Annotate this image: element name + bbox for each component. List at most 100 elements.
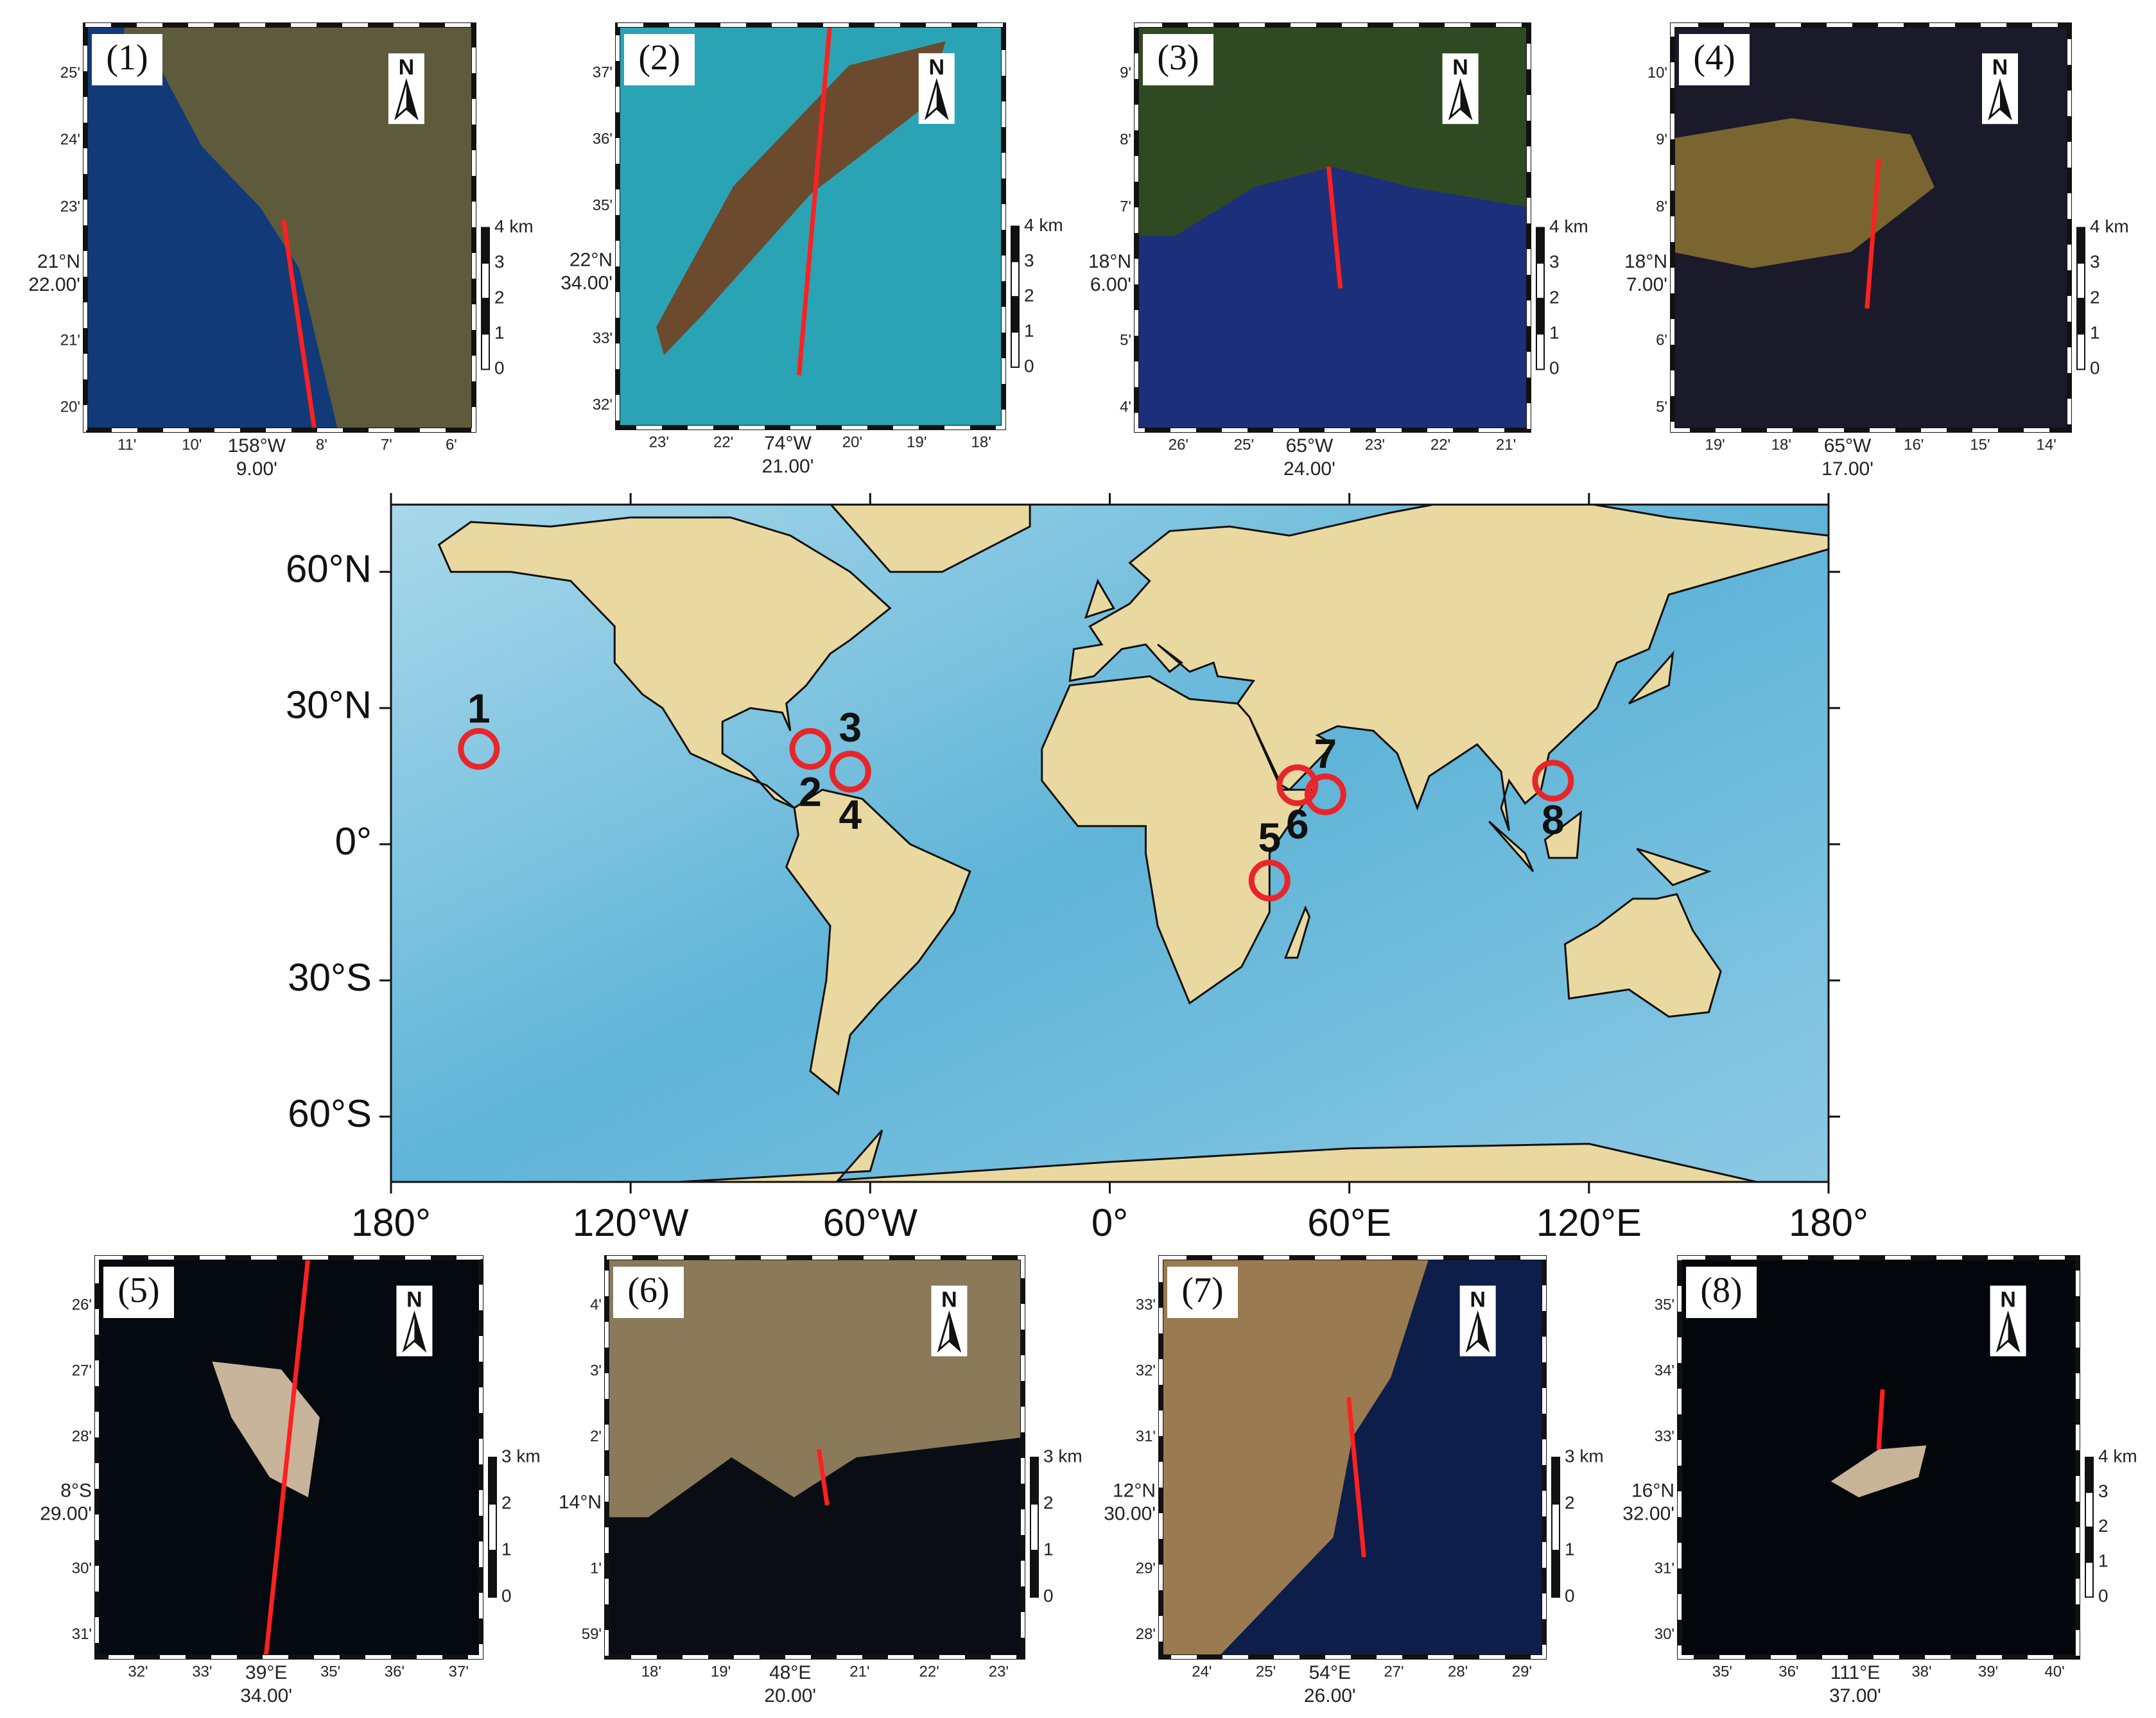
y-tick-label: 35': [593, 196, 613, 214]
x-tick-label: 37': [449, 1663, 469, 1680]
y-tick-label: 30': [1655, 1626, 1674, 1643]
panel-frame-dash: [83, 23, 476, 432]
x-tick-label: 23': [1365, 436, 1385, 453]
scale-label: 1: [501, 1540, 512, 1559]
y-tick-label: 29': [1136, 1560, 1156, 1577]
land: [1488, 820, 1534, 872]
label-box: [1167, 1267, 1238, 1318]
center-lon: 37.00': [1829, 1685, 1881, 1706]
center-lat: 16°N: [1631, 1480, 1674, 1501]
center-lon: 158°W: [228, 435, 286, 456]
inset-panel: (7) N 33' 32' 31' 29' 28' 24' 25' 27' 28' 29' 12°N30…: [1104, 1255, 1604, 1706]
scale-segment: [1011, 331, 1020, 368]
x-tick-label: 18': [971, 433, 991, 451]
scale-label: 3 km: [501, 1446, 541, 1466]
panel-frame-dash: [1678, 1256, 2080, 1659]
scale-label: 4 km: [2098, 1446, 2137, 1466]
north-label: N: [941, 1288, 957, 1312]
lat-label: 60°N: [286, 548, 372, 591]
land-area: [1161, 1258, 1429, 1657]
y-tick-label: 31': [1136, 1428, 1156, 1445]
label-box: [103, 1267, 174, 1318]
scale-segment: [1551, 1457, 1560, 1505]
lon-label: 120°E: [1536, 1201, 1642, 1244]
x-tick-label: 26': [1169, 436, 1188, 453]
north-label: N: [406, 1288, 422, 1312]
transect: [796, 24, 833, 376]
center-lon: 74°W: [764, 433, 812, 454]
panel-label: (4): [1693, 38, 1735, 78]
scale-segment: [1030, 1457, 1039, 1505]
y-tick-label: 9': [1120, 64, 1131, 82]
north-arrow-fill: [2000, 82, 2011, 118]
scale-segment: [2085, 1457, 2094, 1493]
center-lat: 34.00': [561, 273, 613, 294]
x-tick-label: 8': [316, 436, 327, 453]
x-tick-label: 19': [1705, 436, 1725, 453]
scale-segment: [2076, 227, 2085, 264]
scale-label: 2: [2098, 1516, 2108, 1536]
center-lon: 20.00': [764, 1685, 816, 1706]
north-arrow-fill: [406, 82, 417, 118]
center-lon: 39°E: [245, 1662, 287, 1683]
north-label: N: [928, 55, 944, 80]
x-tick-label: 33': [192, 1663, 212, 1680]
inset-panel: (6) N4'3'2'1'59'18' 19' 21' 22' 23'14°N48°E20…: [559, 1255, 1082, 1706]
scale-label: 4 km: [1549, 216, 1588, 236]
lon-label: 60°W: [823, 1201, 918, 1244]
center-lat: 22.00': [28, 274, 80, 295]
center-lon: 111°E: [1830, 1662, 1881, 1683]
scale-segment: [1536, 297, 1545, 335]
scale-segment: [2085, 1526, 2094, 1563]
site-label: 7: [1314, 731, 1337, 777]
x-tick-label: 18': [1771, 436, 1791, 453]
x-tick-label: 39': [1978, 1663, 1998, 1680]
y-tick-label: 34': [1655, 1362, 1674, 1380]
scale-segment: [1011, 261, 1020, 298]
inset-panel: (2) N37'36'35'33'32'23' 22' 20' 19' 18'22°N34…: [561, 22, 1063, 477]
y-tick-label: 59': [582, 1626, 602, 1643]
center-lon: 34.00': [240, 1685, 292, 1706]
scale-label: 2: [501, 1493, 512, 1513]
scale-label: 3: [2090, 252, 2100, 272]
scale-label: 3 km: [1565, 1446, 1604, 1466]
center-lon: 9.00': [236, 458, 277, 480]
y-tick-label: 5': [1656, 399, 1667, 416]
y-tick-label: 9': [1656, 131, 1667, 148]
scale-label: 0: [1549, 358, 1560, 378]
panel-label: (2): [638, 38, 680, 78]
inset-panel: (8) N35'34'33'31'30'35' 36' 38' 39' 40'16°N32…: [1622, 1255, 2137, 1706]
site-marker: [1276, 764, 1319, 806]
land: [785, 788, 971, 1096]
x-tick-label: 18': [641, 1663, 661, 1680]
label-box: [1686, 1267, 1757, 1318]
site-label: 2: [799, 768, 822, 815]
scale-segment: [488, 1503, 497, 1552]
center-lat: 7.00': [1626, 274, 1667, 295]
land: [437, 516, 892, 809]
transect: [1326, 166, 1343, 289]
north-arrow-fill: [1477, 1314, 1488, 1350]
transect: [1876, 1389, 1885, 1450]
scale-label: 2: [494, 287, 505, 307]
x-tick-label: 36': [385, 1663, 404, 1680]
panel-frame-dash: [95, 1256, 483, 1659]
center-lon: 65°W: [1824, 435, 1872, 456]
site-marker: [789, 728, 831, 770]
y-tick-label: 28': [1136, 1626, 1156, 1643]
center-lat: 12°N: [1113, 1480, 1156, 1501]
scale-label: 1: [1024, 320, 1034, 340]
lon-label: 120°W: [573, 1201, 689, 1244]
center-lat: 21°N: [37, 251, 80, 272]
x-tick-label: 11': [117, 436, 137, 453]
x-tick-label: 20': [842, 433, 862, 451]
scale-label: 4 km: [1024, 215, 1063, 235]
x-tick-label: 10': [182, 436, 202, 453]
center-lat: 32.00': [1622, 1503, 1674, 1524]
y-tick-label: 32': [1136, 1362, 1156, 1380]
scale-label: 4 km: [2090, 216, 2129, 236]
scale-segment: [1011, 296, 1020, 333]
land: [1041, 675, 1316, 1005]
north-label: N: [1470, 1288, 1486, 1312]
x-tick-label: 6': [446, 436, 457, 453]
